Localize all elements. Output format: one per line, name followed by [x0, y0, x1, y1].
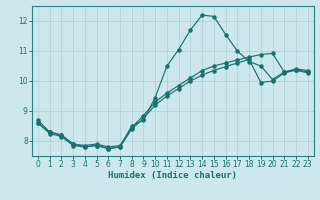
X-axis label: Humidex (Indice chaleur): Humidex (Indice chaleur) — [108, 171, 237, 180]
